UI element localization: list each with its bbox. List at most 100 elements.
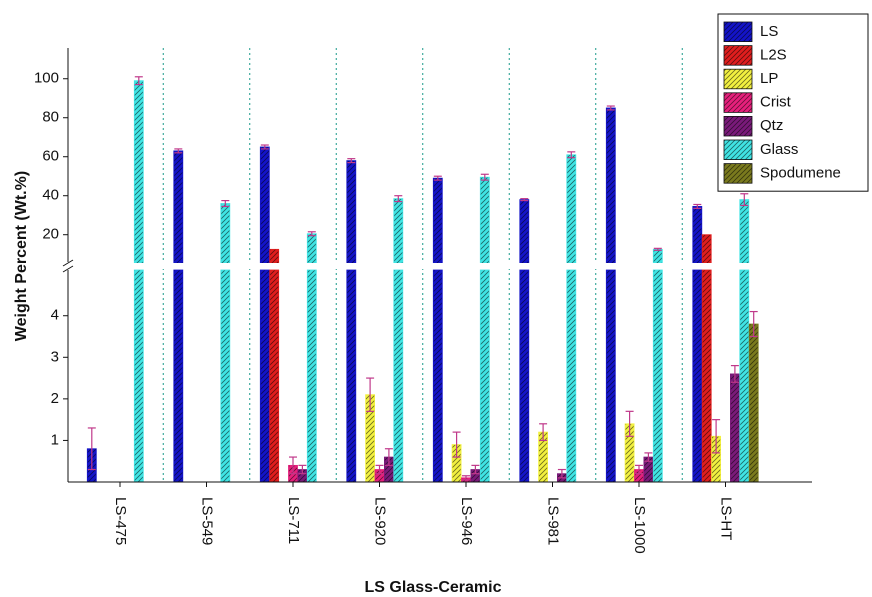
axis-break-mark	[62, 265, 74, 273]
legend-label: L2S	[760, 46, 787, 63]
x-tick-label: LS-HT	[718, 497, 735, 540]
legend-swatch	[723, 139, 753, 161]
error-bar	[480, 173, 489, 181]
error-bar	[712, 419, 721, 454]
error-bar	[134, 76, 143, 86]
legend-label: Glass	[760, 141, 798, 158]
bar	[432, 269, 443, 483]
legend-swatch	[723, 45, 753, 66]
bar	[701, 269, 712, 483]
x-tick-label: LS-946	[458, 497, 475, 545]
legend-label: Spodumene	[760, 164, 841, 181]
bar	[739, 269, 750, 483]
error-bar	[394, 195, 403, 203]
bar	[566, 154, 577, 265]
bar	[652, 248, 663, 265]
x-tick-label: LS-920	[372, 497, 389, 545]
bar	[259, 269, 270, 483]
error-bar	[462, 475, 470, 481]
error-bar	[174, 148, 183, 154]
bar	[259, 146, 270, 265]
y-tick-label: 40	[42, 187, 59, 204]
y-tick-label: 100	[34, 70, 59, 87]
error-bar	[366, 377, 375, 412]
y-tick-label: 60	[42, 148, 59, 165]
error-bar	[730, 365, 739, 383]
error-bar	[625, 410, 634, 437]
bar	[269, 248, 280, 265]
error-bar	[567, 151, 576, 159]
legend-label: LP	[760, 70, 778, 87]
error-bar	[693, 203, 702, 209]
error-bar	[260, 144, 269, 150]
bar	[306, 269, 317, 483]
error-bar	[289, 456, 297, 475]
axis-break	[62, 263, 812, 269]
bar	[393, 198, 404, 265]
error-bar	[606, 105, 615, 111]
bar	[566, 269, 577, 483]
legend-label: Qtz	[760, 117, 783, 134]
y-tick-label: 20	[42, 226, 59, 243]
legend-swatch	[723, 163, 753, 184]
bar	[701, 234, 712, 265]
error-bar	[644, 452, 653, 462]
error-bar	[539, 423, 548, 442]
bar	[393, 269, 404, 483]
bar	[692, 206, 703, 265]
bar	[220, 269, 231, 483]
bar	[133, 80, 144, 265]
bar	[133, 269, 144, 483]
legend-swatch	[723, 68, 753, 90]
bar	[652, 269, 663, 483]
bar	[173, 269, 184, 483]
bar	[605, 107, 616, 265]
bar	[173, 150, 184, 265]
x-tick-label: LS-981	[545, 497, 562, 545]
bar	[605, 269, 616, 483]
error-bar	[520, 198, 529, 202]
bar	[739, 199, 750, 265]
bar	[220, 203, 231, 265]
legend-label: Crist	[760, 94, 792, 111]
axis-break-mark	[62, 259, 74, 267]
error-bar	[452, 431, 461, 458]
error-bar	[653, 247, 662, 251]
error-bar	[298, 464, 307, 475]
legend-swatch	[723, 21, 753, 43]
x-tick-label: LS-549	[199, 497, 216, 545]
y-tick-label: 2	[51, 390, 59, 407]
legend-swatch	[723, 92, 753, 113]
legend-label: LS	[760, 23, 778, 40]
bar	[748, 323, 759, 483]
error-bar	[221, 199, 230, 208]
error-bar	[635, 464, 643, 475]
error-bar	[471, 464, 480, 475]
y-tick-label: 1	[51, 431, 59, 448]
error-bar	[307, 231, 316, 237]
error-bar	[749, 310, 758, 338]
x-tick-label: LS-475	[112, 497, 129, 545]
bar	[346, 269, 357, 483]
bar	[432, 177, 443, 265]
x-axis-title: LS Glass-Ceramic	[365, 579, 502, 596]
legend-swatch	[723, 116, 753, 137]
y-tick-label: 80	[42, 109, 59, 126]
bar	[730, 373, 740, 483]
bar	[479, 176, 490, 265]
error-bar	[384, 448, 393, 466]
error-bar	[375, 464, 384, 475]
bar	[519, 269, 530, 483]
y-tick-label: 4	[51, 307, 59, 324]
bar	[306, 233, 317, 265]
bar	[346, 160, 357, 265]
error-bar	[557, 468, 566, 479]
bar	[479, 269, 490, 483]
x-tick-label: LS-711	[285, 497, 302, 544]
error-bar	[433, 175, 442, 181]
error-bar	[347, 158, 356, 164]
error-bar	[87, 427, 96, 471]
y-axis-title: Weight Percent (Wt.%)	[13, 171, 30, 341]
bar	[692, 269, 703, 483]
